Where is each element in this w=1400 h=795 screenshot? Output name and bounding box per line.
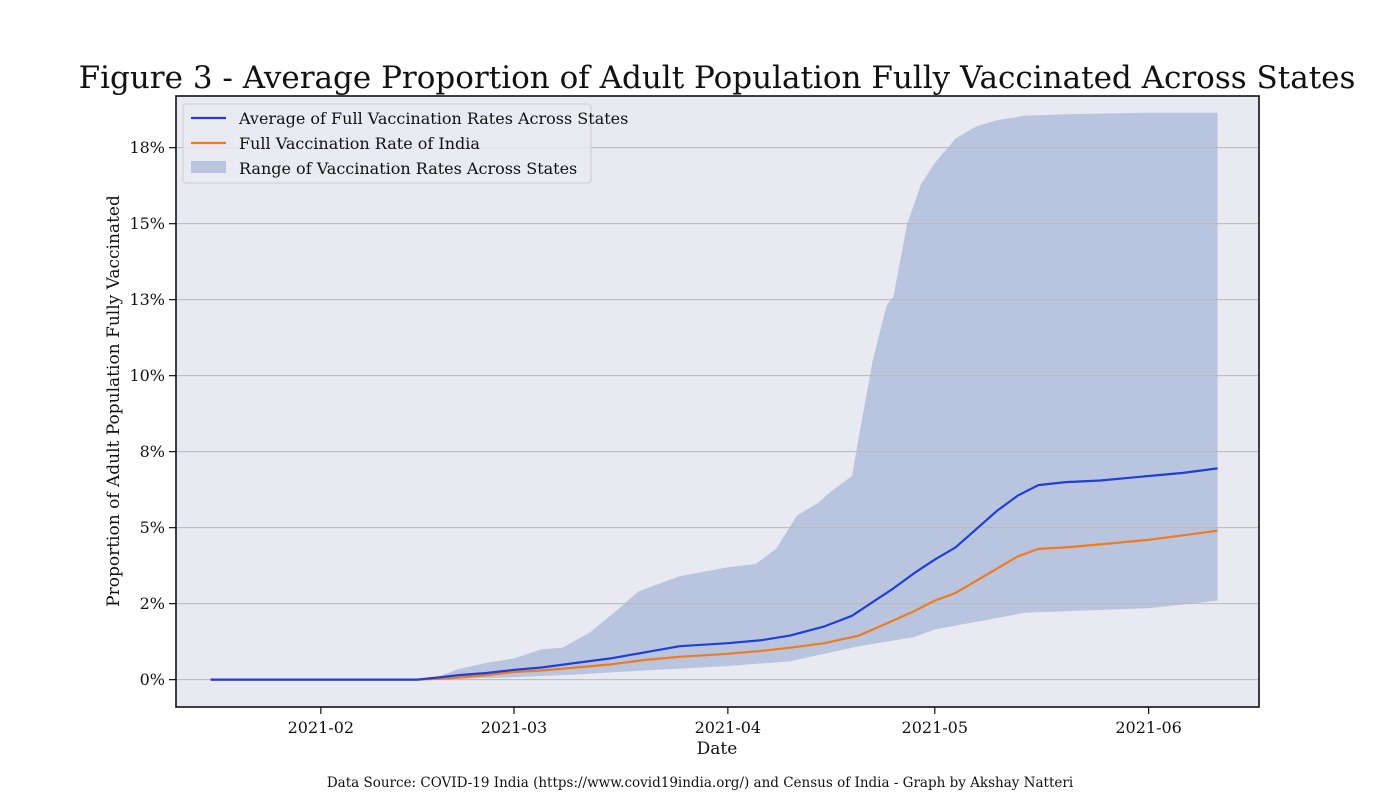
average-rate-line bbox=[210, 467, 1218, 681]
legend: Average of Full Vaccination Rates Across… bbox=[182, 103, 628, 184]
x-tick-label: 2021-02 bbox=[288, 718, 354, 737]
y-tick-label: 2% bbox=[140, 594, 165, 613]
x-axis-ticks: 2021-02 2021-03 2021-04 2021-05 2021-06 bbox=[288, 707, 1182, 737]
plot-frame bbox=[175, 95, 1260, 708]
y-tick-label: 13% bbox=[129, 290, 165, 309]
x-tick-label: 2021-04 bbox=[695, 718, 761, 737]
x-axis-label: Date bbox=[697, 739, 738, 759]
y-tick-label: 0% bbox=[140, 670, 165, 689]
india-rate-line bbox=[210, 529, 1218, 681]
y-axis-label: Proportion of Adult Population Fully Vac… bbox=[104, 195, 124, 607]
y-axis-ticks: 0% 2% 5% 8% 10% 13% 15% 18% bbox=[129, 138, 176, 689]
legend-label-average: Average of Full Vaccination Rates Across… bbox=[238, 109, 628, 128]
y-tick-label: 5% bbox=[140, 518, 165, 537]
x-tick-label: 2021-03 bbox=[481, 718, 547, 737]
y-tick-label: 18% bbox=[129, 138, 165, 157]
chart-title: Figure 3 - Average Proportion of Adult P… bbox=[79, 60, 1356, 96]
y-tick-label: 8% bbox=[140, 442, 165, 461]
legend-box bbox=[182, 103, 592, 184]
gridlines bbox=[176, 147, 1259, 681]
legend-label-india: Full Vaccination Rate of India bbox=[239, 134, 480, 153]
x-tick-label: 2021-05 bbox=[902, 718, 968, 737]
legend-swatch-range bbox=[191, 161, 226, 173]
series-lines bbox=[210, 467, 1218, 681]
legend-label-range: Range of Vaccination Rates Across States bbox=[239, 159, 577, 178]
x-tick-label: 2021-06 bbox=[1115, 718, 1181, 737]
data-source-note: Data Source: COVID-19 India (https://www… bbox=[327, 775, 1074, 791]
y-tick-label: 15% bbox=[129, 214, 165, 233]
y-tick-label: 10% bbox=[129, 366, 165, 385]
